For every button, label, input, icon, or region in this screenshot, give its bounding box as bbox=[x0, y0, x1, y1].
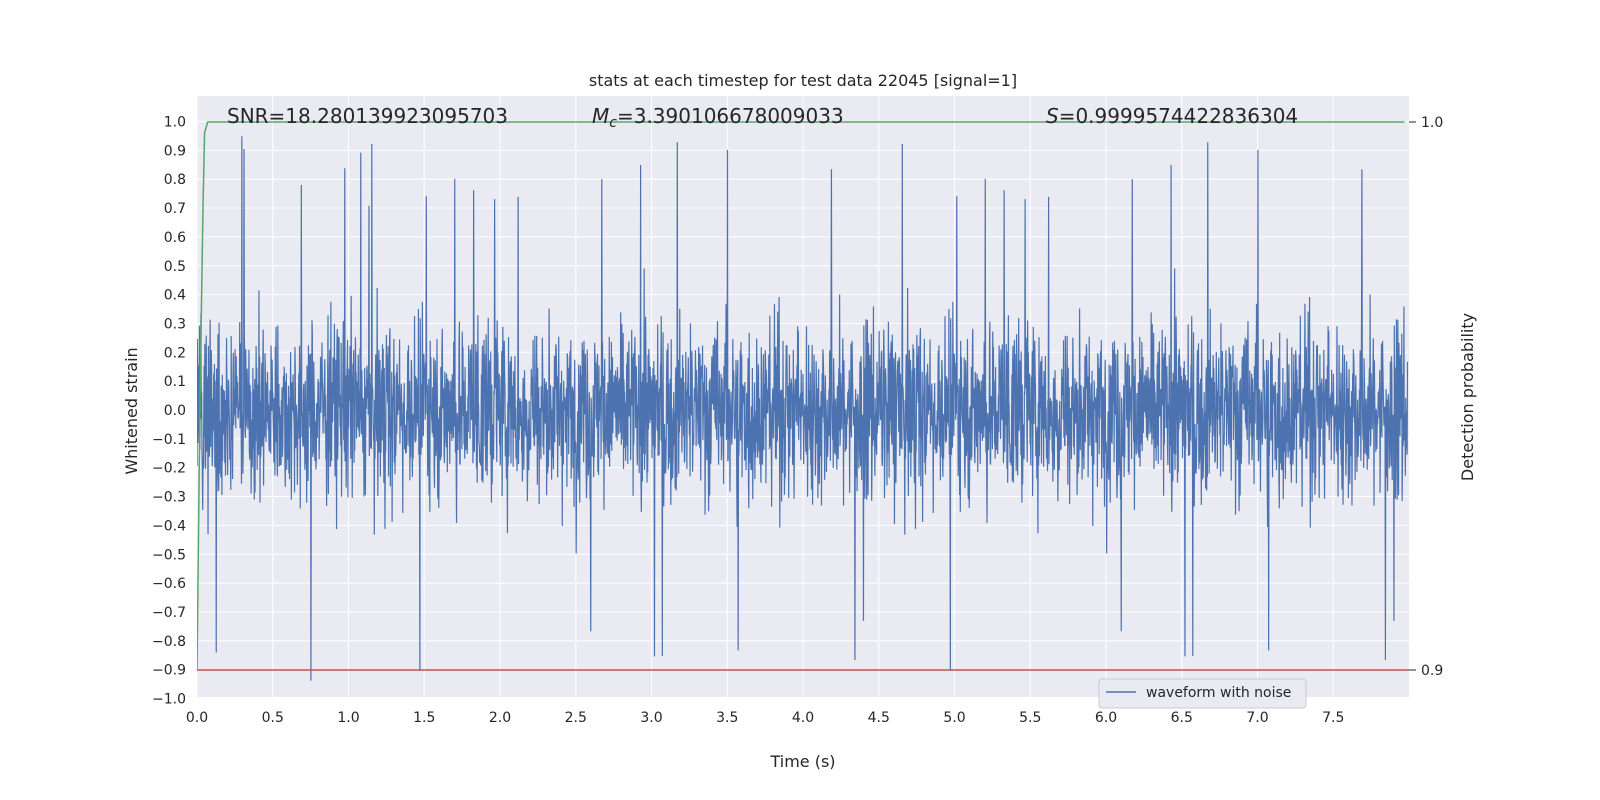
x-tick-label: 3.5 bbox=[716, 710, 738, 726]
chirp-mass-annotation: Mc=3.390106678009033 bbox=[592, 104, 844, 131]
x-tick-label: 2.0 bbox=[489, 710, 511, 726]
y-tick-label: 0.8 bbox=[164, 172, 186, 188]
y-tick-label: 0.2 bbox=[164, 345, 186, 361]
x-tick-label: 3.0 bbox=[640, 710, 662, 726]
y-tick-label: −1.0 bbox=[152, 692, 186, 708]
x-tick-label: 7.0 bbox=[1246, 710, 1268, 726]
y-tick-label: 0.7 bbox=[164, 201, 186, 217]
legend: waveform with noise bbox=[1098, 678, 1307, 709]
y-axis-ticks: 1.0 0.9 0.8 0.7 0.6 0.5 0.4 0.3 0.2 0.1 0.0 −0.1 −0.… bbox=[152, 115, 186, 708]
y-tick-label: 0.0 bbox=[164, 403, 186, 419]
snr-annotation: SNR=18.280139923095703 bbox=[227, 104, 508, 128]
x-tick-label: 1.5 bbox=[413, 710, 435, 726]
x-tick-label: 6.0 bbox=[1095, 710, 1117, 726]
y-tick-label: 0.6 bbox=[164, 230, 186, 246]
y-axis-label: Whitened strain bbox=[122, 347, 141, 474]
y-tick-label: −0.1 bbox=[152, 432, 186, 448]
y-tick-label: −0.5 bbox=[152, 547, 186, 563]
x-tick-label: 2.5 bbox=[565, 710, 587, 726]
y-tick-label: −0.8 bbox=[152, 634, 186, 650]
s-annotation: S=0.9999574422836304 bbox=[1046, 104, 1298, 128]
y-tick-label: 0.1 bbox=[164, 374, 186, 390]
y-tick-label: 0.4 bbox=[164, 288, 186, 304]
x-tick-label: 7.5 bbox=[1322, 710, 1344, 726]
y-tick-label: 0.5 bbox=[164, 259, 186, 275]
x-tick-label: 0.0 bbox=[186, 710, 208, 726]
y-tick-label: 0.3 bbox=[164, 316, 186, 332]
y2-tick-label: 0.9 bbox=[1421, 663, 1443, 679]
legend-label-waveform-with-noise: waveform with noise bbox=[1146, 685, 1291, 701]
y-tick-label: −0.6 bbox=[152, 576, 186, 592]
x-tick-label: 4.5 bbox=[868, 710, 890, 726]
series-detection-probability-line bbox=[197, 121, 1405, 671]
y-tick-label: 0.9 bbox=[164, 143, 186, 159]
x-tick-label: 5.5 bbox=[1019, 710, 1041, 726]
y2-tick-label: 1.0 bbox=[1421, 115, 1443, 131]
x-tick-label: 4.0 bbox=[792, 710, 814, 726]
x-tick-label: 5.0 bbox=[943, 710, 965, 726]
x-axis-ticks: 0.0 0.5 1.0 1.5 2.0 2.5 3.0 3.5 4.0 4.5 5.0 5.5 6.0 6… bbox=[186, 710, 1345, 726]
legend-box bbox=[1098, 678, 1307, 709]
y2-axis-ticks: 1.0 0.9 bbox=[1409, 115, 1443, 679]
x-tick-label: 0.5 bbox=[262, 710, 284, 726]
y-tick-label: −0.3 bbox=[152, 490, 186, 506]
chart-title: stats at each timestep for test data 220… bbox=[589, 71, 1017, 90]
y-tick-label: 1.0 bbox=[164, 115, 186, 131]
x-tick-label: 1.0 bbox=[337, 710, 359, 726]
y-tick-label: −0.4 bbox=[152, 518, 186, 534]
y2-axis-label: Detection probability bbox=[1458, 313, 1477, 481]
y-tick-label: −0.2 bbox=[152, 461, 186, 477]
x-axis-label: Time (s) bbox=[769, 752, 835, 771]
y-tick-label: −0.7 bbox=[152, 605, 186, 621]
y-tick-label: −0.9 bbox=[152, 663, 186, 679]
x-tick-label: 6.5 bbox=[1171, 710, 1193, 726]
series-waveform-with-noise-line bbox=[197, 136, 1409, 681]
